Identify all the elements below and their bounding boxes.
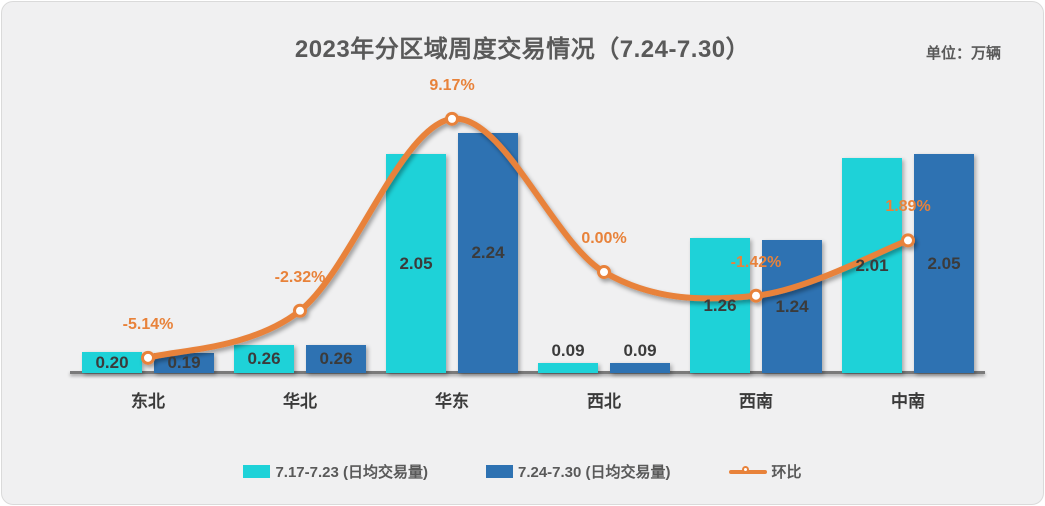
legend-item-series1: 7.17-7.23 (日均交易量) — [243, 461, 428, 482]
bar-value-label: 1.24 — [775, 296, 809, 316]
bar-value-label: 0.20 — [95, 352, 129, 372]
bar-value-label: 2.05 — [927, 253, 961, 273]
bar-value-label: 2.01 — [855, 255, 889, 275]
pct-label-西北: 0.00% — [581, 230, 627, 247]
x-axis-label-东北: 东北 — [131, 392, 165, 411]
legend-label-3: 环比 — [771, 464, 802, 481]
line-marker-华东 — [445, 111, 459, 126]
bar-value-label: 2.05 — [399, 253, 433, 273]
bar-value-label: 0.19 — [167, 353, 201, 372]
pct-label-华北: -2.32% — [274, 268, 326, 286]
line-marker-华北 — [293, 303, 307, 318]
legend-item-ratio: 环比 — [728, 461, 802, 482]
bar-value-label: 0.26 — [319, 349, 353, 368]
legend-line-dot-icon — [741, 465, 749, 473]
pct-label-中南: 1.89% — [885, 198, 931, 216]
bar-series2-西北 — [610, 363, 670, 373]
chart-title: 2023年分区域周度交易情况（7.24-7.30） — [294, 36, 751, 63]
line-marker-东北 — [141, 350, 155, 365]
line-marker-西北 — [597, 265, 611, 279]
bar-series2-中南 — [914, 154, 974, 373]
x-axis-label-西南: 西南 — [739, 392, 773, 411]
line-marker-中南 — [901, 233, 915, 248]
bar-value-label: 2.24 — [471, 243, 505, 262]
legend-swatch-icon — [485, 465, 513, 478]
legend: 7.17-7.23 (日均交易量) 7.24-7.30 (日均交易量) 环比 — [2, 461, 1043, 482]
x-axis-label-西北: 西北 — [587, 392, 621, 411]
bar-series1-西北 — [538, 363, 598, 373]
legend-label-1: 7.17-7.23 (日均交易量) — [275, 464, 428, 481]
legend-line-marker-icon — [728, 465, 767, 479]
x-axis-label-华北: 华北 — [283, 392, 317, 411]
legend-label-2: 7.24-7.30 (日均交易量) — [517, 464, 671, 481]
x-axis-line — [70, 371, 985, 374]
legend-item-series2: 7.24-7.30 (日均交易量) — [485, 461, 671, 482]
bar-series1-东北 — [82, 352, 142, 373]
x-axis-label-中南: 中南 — [891, 392, 925, 411]
bar-value-label: 0.26 — [247, 349, 281, 368]
pct-label-东北: -5.14% — [122, 315, 174, 333]
pct-label-华东: 9.17% — [429, 76, 475, 94]
line-marker-西南 — [749, 288, 763, 303]
pct-label-西南: -1.42% — [730, 253, 782, 271]
legend-swatch-icon — [243, 465, 271, 478]
bar-value-label: 0.09 — [623, 341, 657, 360]
unit-label: 单位：万辆 — [925, 45, 1001, 62]
x-axis-label-华东: 华东 — [435, 392, 469, 411]
bar-value-label: 1.26 — [703, 295, 737, 315]
bar-value-label: 0.09 — [551, 341, 585, 360]
